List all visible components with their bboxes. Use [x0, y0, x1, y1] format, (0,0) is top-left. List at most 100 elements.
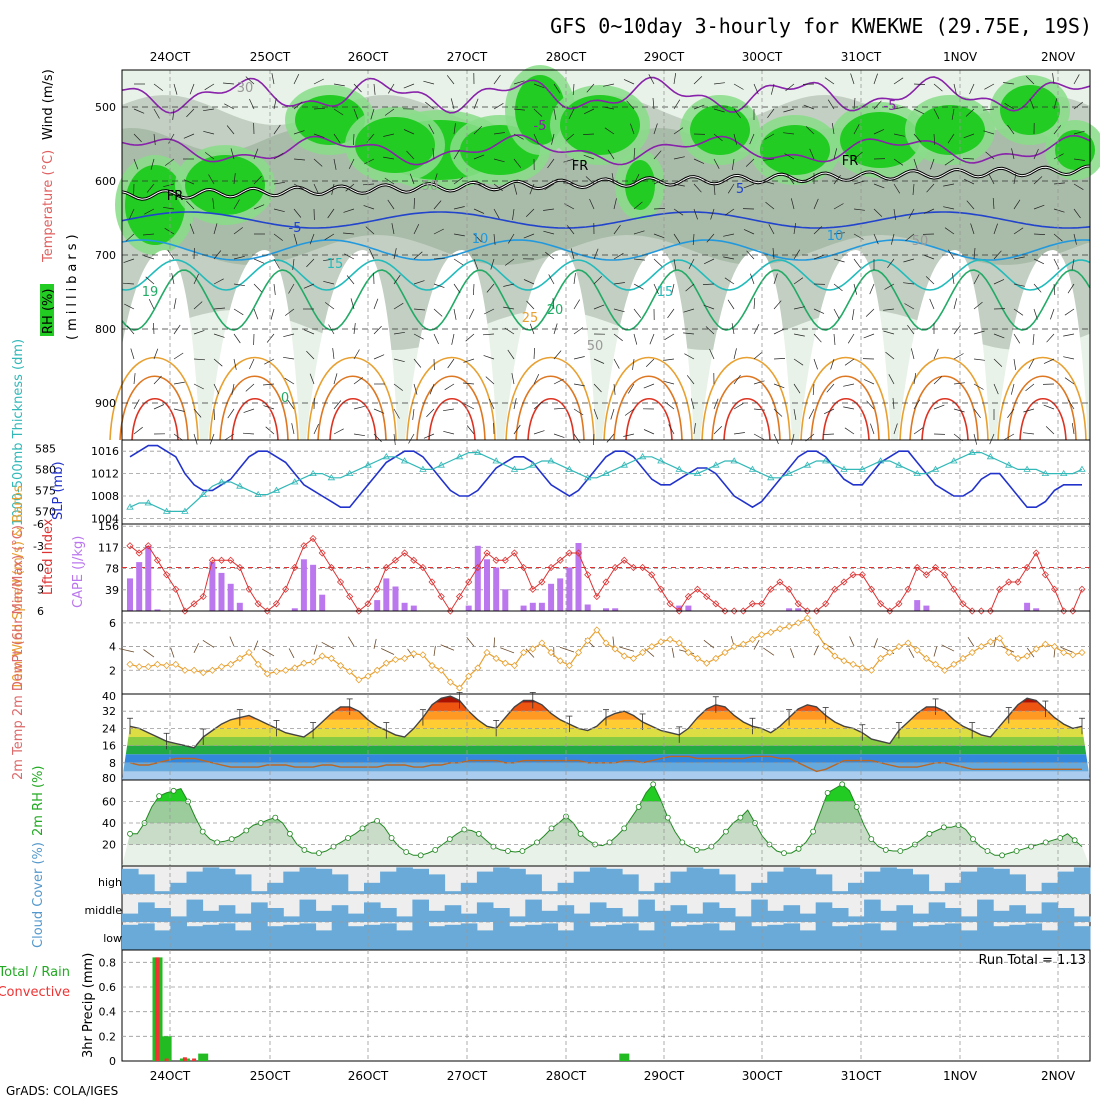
wind10m-marker: [492, 654, 500, 662]
pressure-grid: [122, 70, 1090, 440]
precip-label: 3hr Precip (mm): [81, 953, 96, 1058]
cape-bar: [557, 578, 564, 611]
wind-barb: [409, 173, 415, 185]
wind-barb: [649, 333, 655, 345]
cloud-low-cell: [154, 930, 171, 950]
lifted-tick: 3: [37, 583, 44, 596]
wind-barb: [233, 227, 244, 235]
wind-barb: [529, 183, 535, 195]
lifted-marker: [181, 607, 189, 615]
precip-total-bar: [161, 1036, 172, 1061]
wind-barb: [573, 327, 584, 335]
cape-bar: [914, 600, 921, 611]
cloud-high-cell: [670, 871, 688, 894]
temperature-tick: 80: [102, 772, 116, 785]
wind-barb: [468, 308, 475, 320]
contour-30: [515, 375, 585, 441]
wind-barb: [1025, 383, 1035, 392]
thickness-marker: [748, 465, 757, 472]
wind10m-marker: [1032, 645, 1040, 653]
wind-barb: [611, 173, 615, 185]
cloud-high-cell: [1073, 867, 1091, 894]
wind-barb: [805, 126, 815, 135]
lifted-index-line: [126, 534, 1086, 615]
rh-marker: [286, 830, 293, 837]
thickness-marker: [327, 474, 336, 481]
cloud-middle-cell: [622, 916, 639, 922]
cloud-middle-cell: [315, 910, 333, 922]
cloud-high-cell: [960, 871, 978, 894]
wind10m-marker: [455, 684, 464, 692]
wind-barb: [324, 302, 335, 310]
wind10m-marker: [895, 643, 903, 651]
wind-barb: [667, 308, 675, 319]
wind-barb: [1071, 258, 1075, 270]
thickness-marker: [785, 469, 793, 476]
precip-convective-bar: [182, 1057, 187, 1061]
wind-barb: [1033, 258, 1045, 265]
lifted-marker: [282, 585, 290, 593]
wind-barb: [664, 333, 675, 340]
rh-marker: [984, 848, 991, 854]
wind-barb: [173, 298, 177, 310]
wind-barb: [293, 130, 305, 135]
wind10m-marker: [602, 639, 610, 647]
run-total-annotation: Run Total = 1.13: [978, 953, 1086, 968]
lifted-marker: [922, 571, 930, 579]
wind10m-marker: [465, 672, 473, 680]
wind-barb: [333, 158, 337, 170]
wind-barb: [393, 302, 404, 310]
thickness-marker: [730, 457, 738, 464]
wind-barb: [208, 174, 215, 185]
rh-marker: [737, 814, 744, 821]
slp-frame: [121, 439, 1091, 525]
wind-barb: [226, 125, 235, 135]
wind-barb: [403, 83, 415, 89]
wind-barb: [1064, 308, 1075, 316]
wind-barb: [313, 133, 325, 138]
cloud-middle-cell: [977, 899, 994, 922]
wind-barb: [673, 127, 684, 135]
cloud-low-cell: [702, 923, 720, 950]
wind10m-barb: [347, 636, 355, 647]
wind-barb: [163, 183, 175, 188]
wind-barb: [826, 383, 835, 393]
wind-barb: [892, 397, 895, 410]
wind10m-barb: [373, 638, 377, 649]
lifted-marker: [1078, 585, 1086, 593]
wind-barb: [353, 133, 355, 146]
wind-barb: [533, 347, 535, 360]
wind-barb: [965, 108, 975, 117]
contour-35: [1019, 398, 1067, 441]
wind-barb: [173, 381, 185, 385]
wind-barb: [573, 356, 585, 360]
lifted-marker: [217, 556, 226, 564]
cape-bar: [145, 545, 152, 612]
temperature-tick: 8: [109, 757, 116, 770]
wind-barb: [813, 254, 825, 260]
lifted-marker: [867, 585, 876, 593]
cape-bar: [374, 600, 381, 611]
contour-label: 30: [237, 81, 254, 96]
wind-barb: [985, 151, 995, 160]
thickness-marker: [126, 503, 134, 510]
wind-barb: [193, 408, 202, 418]
cloud-high-cell: [654, 882, 671, 894]
wind-barb: [493, 158, 505, 163]
wind-barb: [703, 304, 715, 310]
wind-barb: [783, 132, 795, 135]
lifted-marker: [657, 585, 665, 593]
thickness-marker: [931, 465, 940, 472]
wind-barb: [451, 333, 455, 345]
lifted-marker: [794, 600, 802, 608]
wind-barb: [673, 258, 677, 270]
cloud-low-cell: [493, 922, 510, 950]
wind-barb: [833, 258, 845, 263]
cloud-high-cell: [993, 868, 1010, 894]
wind-barb: [293, 158, 306, 161]
cloud-middle-cell: [476, 902, 494, 922]
wind-barb: [473, 208, 485, 214]
cloud-middle-cell: [638, 899, 655, 922]
cloud-low-cell: [412, 922, 429, 950]
rh-marker: [795, 845, 802, 852]
